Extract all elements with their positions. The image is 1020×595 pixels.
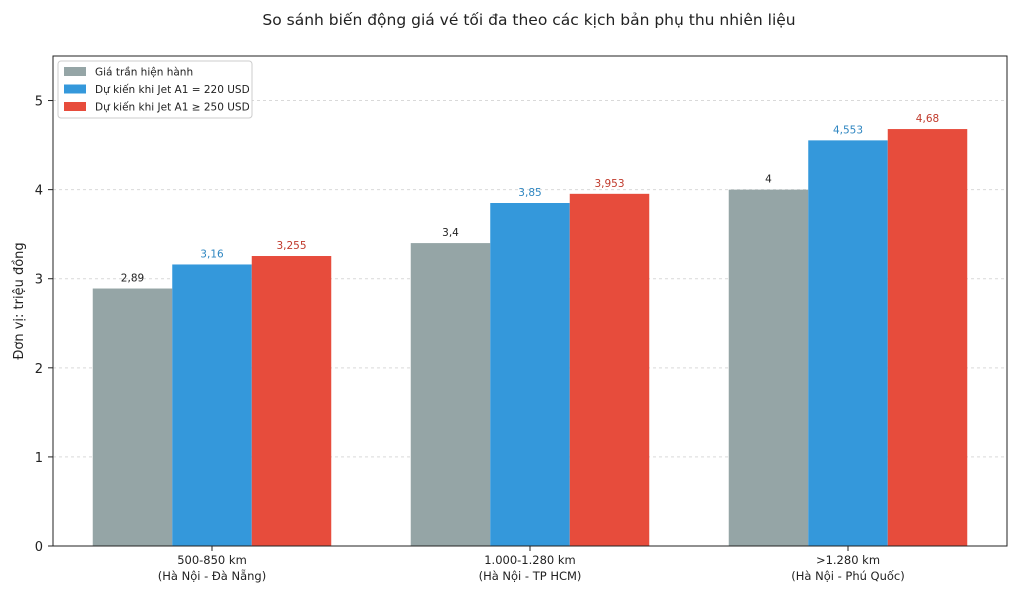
legend-box <box>57 60 253 119</box>
data-label-0-0: 2,89 <box>121 273 144 285</box>
data-labels: 2,89 3,16 3,255 3,4 3,85 3,953 4 4,553 4,68 <box>121 113 939 284</box>
y-axis-label: Đơn vị: triệu đồng <box>12 242 27 359</box>
data-label-2-1: 4,553 <box>833 124 863 136</box>
data-label-2-0: 4 <box>765 174 772 186</box>
x-tick-label-0-0: 500-850 km <box>177 553 247 567</box>
x-axis: 500-850 km (Hà Nội - Đà Nẵng) 1.000-1.280 … <box>158 546 905 583</box>
x-tick-label-0-1: (Hà Nội - Đà Nẵng) <box>158 569 266 583</box>
bar-1-1 <box>490 203 570 546</box>
x-tick-label-2-1: (Hà Nội - Phú Quốc) <box>791 569 904 583</box>
y-tick-label-2: 2 <box>35 362 43 377</box>
data-label-1-2: 3,953 <box>594 178 624 190</box>
bar-1-0 <box>410 243 491 546</box>
y-tick-label-0: 0 <box>35 540 43 555</box>
bar-0-0 <box>92 288 173 546</box>
y-tick-label-3: 3 <box>35 273 43 288</box>
legend-swatch-1 <box>64 84 86 94</box>
data-label-0-2: 3,255 <box>276 240 306 252</box>
data-label-2-2: 4,68 <box>916 113 939 125</box>
y-axis: 0 1 2 3 4 5 <box>35 95 53 555</box>
x-tick-label-2-0: >1.280 km <box>816 553 880 567</box>
legend-label-0: Giá trần hiện hành <box>95 67 193 79</box>
legend-swatch-0 <box>64 67 86 76</box>
chart-title: So sánh biến động giá vé tối đa theo các… <box>262 11 795 29</box>
bar-2-1 <box>808 140 888 547</box>
y-tick-label-5: 5 <box>35 95 43 110</box>
x-tick-label-1-0: 1.000-1.280 km <box>484 553 576 567</box>
bar-1-2 <box>569 193 650 546</box>
y-tick-label-1: 1 <box>35 451 43 466</box>
bar-2-2 <box>887 129 968 546</box>
bars <box>92 129 968 547</box>
legend-label-2: Dự kiến khi Jet A1 ≥ 250 USD <box>95 102 250 114</box>
bar-0-2 <box>251 256 332 546</box>
legend-label-1: Dự kiến khi Jet A1 = 220 USD <box>95 84 250 96</box>
data-label-1-1: 3,85 <box>518 187 541 199</box>
data-label-1-0: 3,4 <box>442 227 459 239</box>
plot-frame <box>52 55 1008 547</box>
legend: Giá trần hiện hành Dự kiến khi Jet A1 = 2… <box>57 60 253 119</box>
bar-0-1 <box>172 264 252 546</box>
bar-2-0 <box>728 189 809 547</box>
x-tick-label-1-1: (Hà Nội - TP HCM) <box>479 569 582 583</box>
legend-swatch-2 <box>64 102 86 111</box>
y-tick-label-4: 4 <box>35 184 43 199</box>
data-label-0-1: 3,16 <box>200 248 224 260</box>
